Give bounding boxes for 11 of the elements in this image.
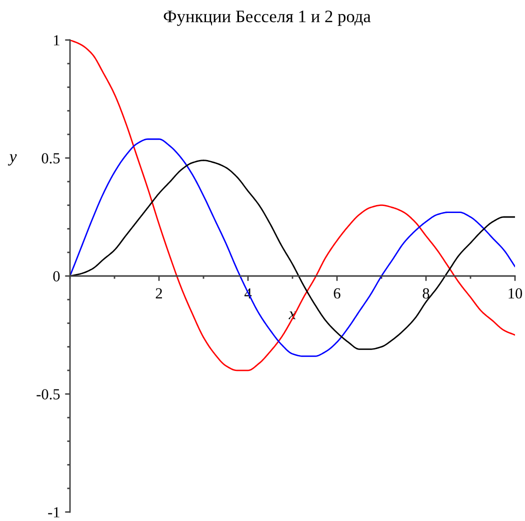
x-tick-label: 6 xyxy=(334,288,340,299)
x-tick-label: 10 xyxy=(508,288,522,299)
y-tick-label: 0.5 xyxy=(42,153,60,164)
x-tick-label: 2 xyxy=(156,288,162,298)
y-tick-label: 1 xyxy=(54,35,60,46)
y-tick-label: -0.5 xyxy=(36,389,60,400)
y-tick-label: 0 xyxy=(53,271,60,282)
y-axis-title: y xyxy=(8,154,17,166)
x-tick-label: 8 xyxy=(422,288,430,299)
chart-title: Функции Бесселя 1 и 2 рода xyxy=(164,10,371,26)
y-tick-label: -1 xyxy=(48,507,60,518)
